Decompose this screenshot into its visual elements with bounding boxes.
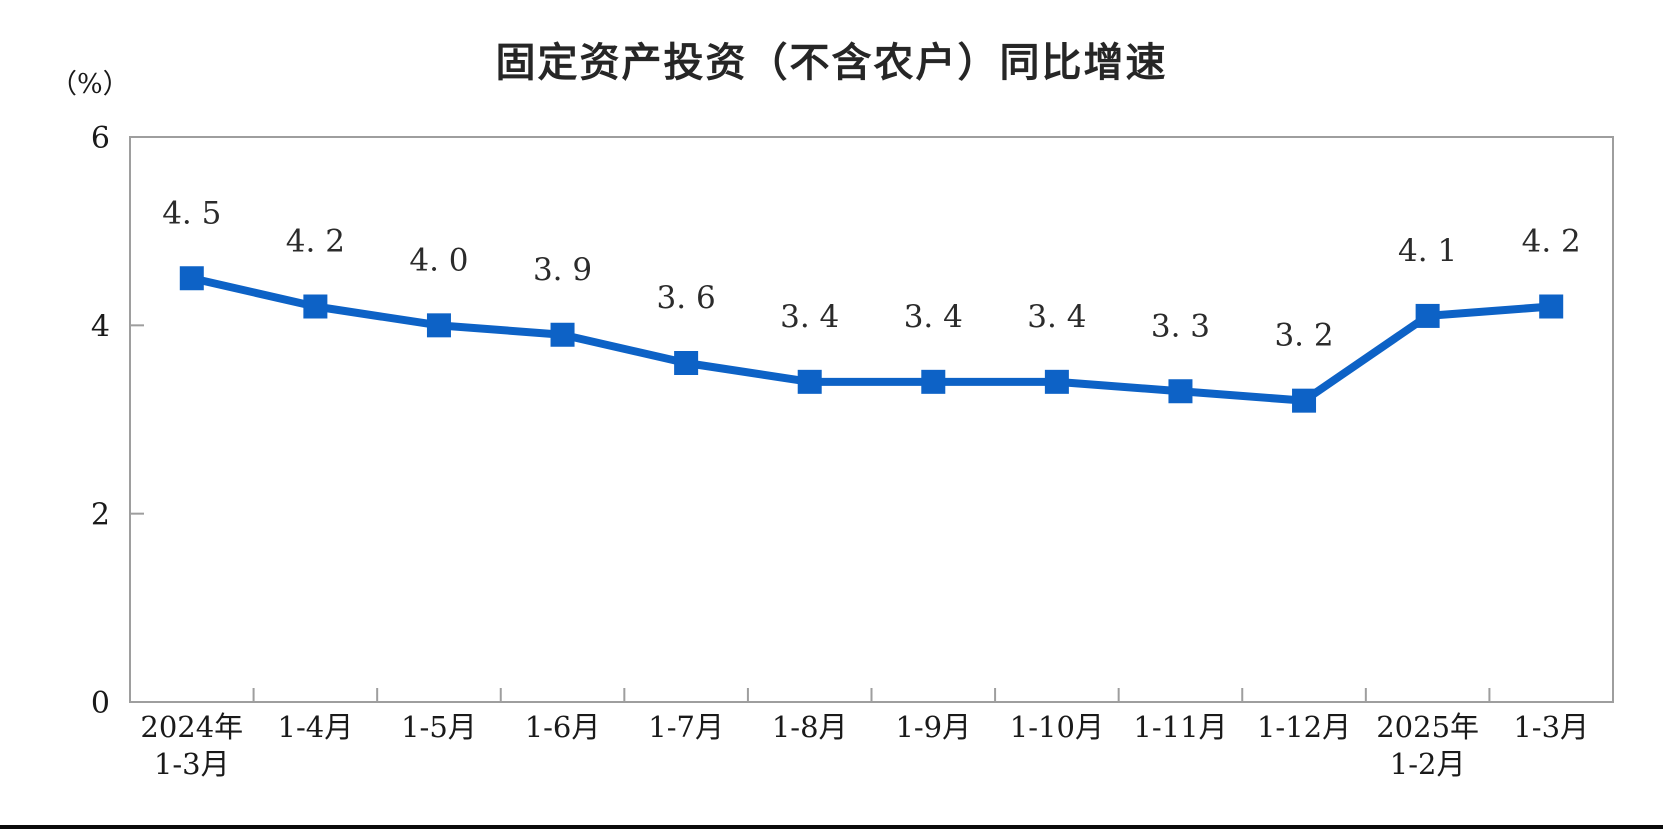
x-axis-label: 1-12月	[1257, 710, 1351, 744]
x-axis-label: 1-8月	[772, 710, 848, 744]
x-axis-label: 2024年	[140, 710, 243, 744]
x-axis-label: 1-2月	[1390, 747, 1466, 781]
data-point-marker	[1168, 379, 1193, 404]
data-point-marker	[179, 266, 204, 291]
x-axis-label: 1-4月	[278, 710, 354, 744]
axis-box	[129, 136, 1614, 703]
x-axis-label: 1-11月	[1133, 710, 1227, 744]
data-point-marker	[1415, 303, 1440, 328]
y-tick-label: 4	[91, 309, 110, 344]
data-point-label: 4. 5	[162, 195, 221, 231]
x-axis-label: 1-3月	[1513, 710, 1589, 744]
data-point-marker	[550, 322, 575, 347]
x-axis-label: 1-10月	[1010, 710, 1104, 744]
data-point-label: 3. 9	[533, 252, 592, 288]
data-point-label: 3. 4	[904, 299, 963, 335]
y-tick-label: 2	[91, 498, 110, 533]
data-point-marker	[426, 313, 451, 338]
bottom-divider	[0, 825, 1663, 829]
data-point-label: 3. 4	[1027, 299, 1086, 335]
data-point-label: 3. 4	[780, 299, 839, 335]
data-point-label: 3. 6	[657, 280, 716, 316]
data-point-marker	[921, 369, 946, 394]
data-point-marker	[1044, 369, 1069, 394]
data-point-label: 4. 0	[409, 242, 468, 278]
data-point-marker	[674, 351, 699, 375]
data-point-label: 4. 1	[1398, 233, 1457, 269]
data-point-label: 4. 2	[1522, 224, 1581, 260]
chart-title: 固定资产投资（不含农户）同比增速	[495, 40, 1168, 86]
data-point-label: 4. 2	[286, 224, 345, 260]
data-point-label: 3. 3	[1151, 308, 1210, 344]
data-point-marker	[303, 294, 328, 319]
data-point-marker	[1292, 388, 1317, 413]
y-tick-label: 6	[91, 121, 110, 156]
y-tick-label: 0	[91, 686, 110, 721]
x-axis-label: 1-9月	[895, 710, 971, 744]
data-point-label: 3. 2	[1274, 318, 1333, 354]
x-axis-label: 2025年	[1376, 710, 1479, 744]
trend-line	[190, 274, 1552, 405]
x-axis-label: 1-6月	[525, 710, 601, 744]
x-axis-label: 1-5月	[401, 710, 477, 744]
data-point-marker	[797, 369, 822, 394]
x-axis-label: 1-3月	[154, 747, 230, 781]
y-axis-unit-label: （%）	[50, 69, 130, 100]
data-point-marker	[1539, 294, 1564, 319]
x-axis-label: 1-7月	[648, 710, 724, 744]
